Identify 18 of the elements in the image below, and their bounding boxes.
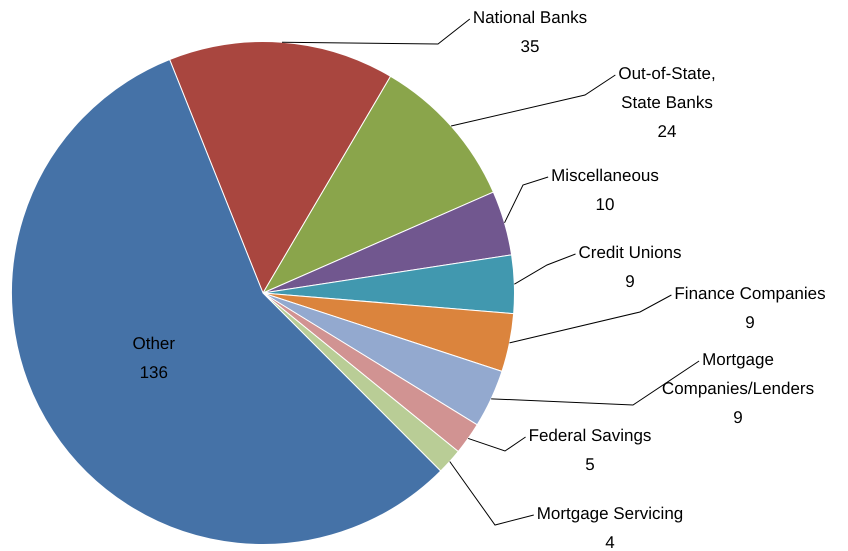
- slice-label: Federal Savings: [528, 426, 652, 446]
- slice-label: Credit Unions: [578, 243, 682, 262]
- slice-label: Finance Companies: [674, 284, 826, 304]
- data-label: 4: [605, 533, 615, 551]
- data-label: 136: [140, 363, 168, 382]
- data-label: 9: [625, 272, 635, 292]
- slice-label: National Banks: [472, 8, 588, 28]
- slice-label: Out-of-State, State Banks: [618, 64, 716, 112]
- data-label: 5: [585, 455, 595, 474]
- slice-label: Miscellaneous: [551, 166, 659, 186]
- data-label: 10: [596, 195, 614, 214]
- slice-label: Mortgage Servicing: [536, 504, 684, 524]
- slice-label: Mortgage Companies/Lenders: [662, 350, 814, 398]
- data-label: 24: [658, 122, 676, 142]
- slice-label: Other: [132, 334, 176, 354]
- data-label: 35: [520, 37, 540, 56]
- data-label: 9: [733, 408, 743, 428]
- data-label: 9: [745, 313, 755, 332]
